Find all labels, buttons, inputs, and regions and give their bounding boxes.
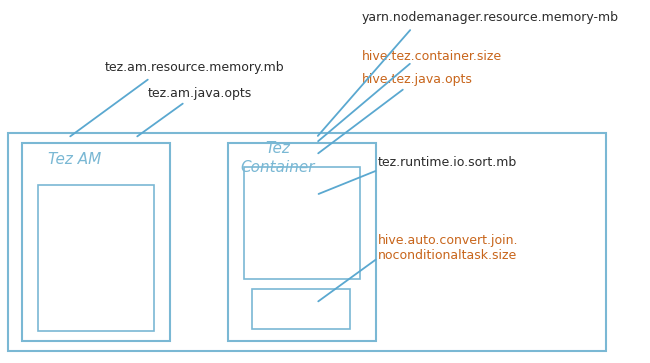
Bar <box>38 185 154 331</box>
Text: Tez AM: Tez AM <box>48 152 101 167</box>
Text: yarn.nodemanager.resource.memory-mb: yarn.nodemanager.resource.memory-mb <box>362 12 619 24</box>
Text: tez.am.resource.memory.mb: tez.am.resource.memory.mb <box>105 61 285 74</box>
Text: hive.tez.java.opts: hive.tez.java.opts <box>362 73 473 86</box>
Text: tez.am.java.opts: tez.am.java.opts <box>148 86 252 99</box>
Bar <box>8 133 606 351</box>
Bar <box>244 167 360 279</box>
Text: hive.tez.container.size: hive.tez.container.size <box>362 49 502 62</box>
Text: tez.runtime.io.sort.mb: tez.runtime.io.sort.mb <box>378 156 517 170</box>
Bar <box>228 143 376 341</box>
Bar <box>22 143 170 341</box>
Bar <box>252 289 350 329</box>
Text: Tez
Container: Tez Container <box>240 140 315 175</box>
Text: hive.auto.convert.join.
noconditionaltask.size: hive.auto.convert.join. noconditionaltas… <box>378 234 519 262</box>
